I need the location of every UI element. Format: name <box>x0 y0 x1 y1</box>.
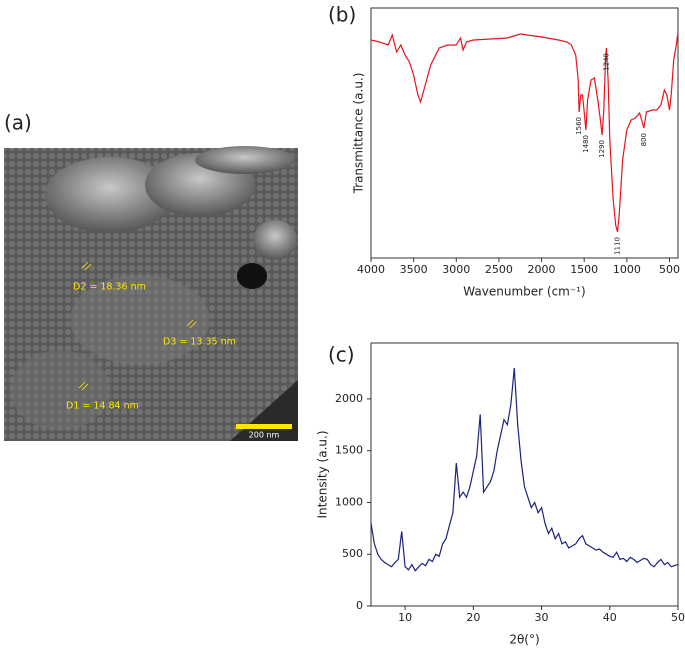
panel-label: (a) <box>4 111 32 135</box>
x-tick-label: 20 <box>466 611 480 624</box>
annotation: D2 = 18.36 nm <box>73 282 146 293</box>
sem-image <box>4 146 298 441</box>
x-tick-label: 50 <box>671 611 685 624</box>
data-line <box>370 31 679 233</box>
x-tick-label: 3500 <box>400 263 428 276</box>
x-tick-label: 2500 <box>485 263 513 276</box>
plot-frame <box>370 7 679 259</box>
peak-label: 1480 <box>582 135 590 153</box>
peak-label: 1290 <box>598 140 606 158</box>
annotation: D1 = 14.84 nm <box>66 401 139 412</box>
annotation: D3 = 13.35 nm <box>163 337 236 348</box>
peak-label: 1560 <box>575 117 583 135</box>
y-axis-label: Transmittance (a.u.) <box>352 73 366 195</box>
y-tick-label: 500 <box>342 547 363 560</box>
scale-bar-label: 200 nm <box>249 431 280 440</box>
x-tick-label: 3000 <box>442 263 470 276</box>
x-tick-label: 4000 <box>357 263 385 276</box>
x-tick-label: 500 <box>659 263 680 276</box>
x-tick-label: 30 <box>535 611 549 624</box>
y-tick-label: 1000 <box>335 495 363 508</box>
y-tick-label: 1500 <box>335 444 363 457</box>
data-line <box>370 367 679 572</box>
panel-label: (c) <box>328 343 355 367</box>
x-tick-label: 1000 <box>613 263 641 276</box>
x-tick-label: 10 <box>398 611 412 624</box>
x-tick-label: 1500 <box>570 263 598 276</box>
y-tick-label: 0 <box>356 599 363 612</box>
x-tick-label: 40 <box>603 611 617 624</box>
x-tick-label: 2000 <box>528 263 556 276</box>
x-axis-label: Wavenumber (cm⁻¹) <box>463 285 585 299</box>
peak-label: 800 <box>640 133 648 146</box>
peak-label: 1110 <box>613 237 621 255</box>
y-tick-label: 2000 <box>335 392 363 405</box>
panel-label: (b) <box>328 3 356 27</box>
peak-label: 1240 <box>602 53 610 71</box>
y-axis-label: Intensity (a.u.) <box>316 431 330 519</box>
x-axis-label: 2θ(°) <box>509 633 539 647</box>
plot-frame <box>370 342 679 607</box>
